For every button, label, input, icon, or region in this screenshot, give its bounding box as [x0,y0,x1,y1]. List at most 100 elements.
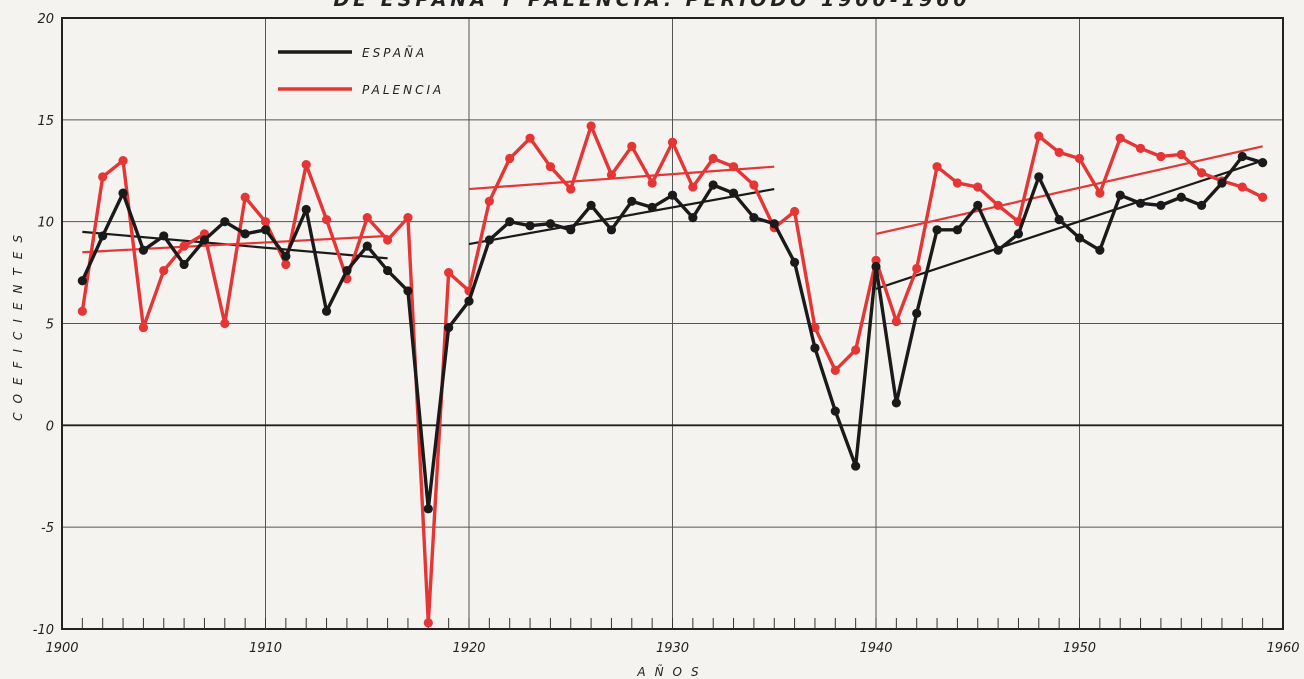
y-tick-label: -10 [33,623,54,638]
data-point [220,217,230,227]
data-point [586,121,596,131]
data-point [647,178,657,188]
data-point [1095,245,1105,255]
data-point [749,212,759,223]
data-point [77,276,87,286]
data-point [993,245,1003,255]
data-point [606,170,617,180]
data-point [1156,200,1166,210]
y-tick-label: 0 [46,419,54,434]
y-tick-label: 5 [46,318,54,333]
data-point [667,190,678,200]
data-point [708,153,718,164]
data-point [403,286,413,296]
data-point [505,217,515,227]
data-point [1258,192,1268,202]
data-point [342,265,352,276]
data-point [1074,153,1085,164]
data-point [1115,190,1125,200]
data-point [464,296,474,306]
y-axis-title: COEFICIENTES [11,226,25,421]
data-point [1197,200,1207,210]
data-point [1156,151,1166,162]
x-tick-label: 1900 [45,641,78,656]
data-point [728,162,739,172]
data-point [301,204,311,215]
data-point [220,318,230,329]
data-point [627,196,637,206]
data-point [1034,172,1044,182]
data-point [118,188,128,198]
trend-line [468,165,775,191]
data-point [118,155,128,166]
data-point [586,200,596,210]
minor-ticks [81,618,1264,629]
data-point [871,261,881,272]
data-point [505,153,515,164]
data-point [281,251,291,261]
data-point [1135,198,1146,208]
data-point [1237,182,1247,192]
data-point [444,322,454,333]
legend-label: ESPAÑA [362,45,427,60]
data-point [240,192,250,202]
trend-line [875,145,1263,235]
data-point [301,160,311,170]
data-point [98,231,108,241]
data-point [667,137,678,147]
data-point [138,245,148,255]
data-point [179,259,189,270]
data-point [1237,151,1247,162]
x-tick-label: 1920 [452,641,485,656]
data-point [708,180,718,190]
data-point [790,206,800,217]
data-point [98,172,108,182]
data-point [362,241,372,251]
data-point [484,196,494,206]
data-point [1176,149,1186,160]
data-point [952,225,963,235]
data-point [545,162,556,172]
data-point [851,461,861,471]
data-point [566,225,576,235]
data-point [1013,229,1024,239]
data-point [1197,168,1207,178]
data-point [566,184,576,194]
data-point [444,267,454,278]
data-point [321,306,332,316]
data-point [749,180,759,190]
chart-title: DE ESPAÑA Y PALENCIA. PERIODO 1900-1960 [333,0,971,11]
data-point [891,316,901,327]
data-point [383,265,393,276]
y-tick-label: 10 [37,216,54,231]
x-tick-label: 1950 [1063,641,1096,656]
data-point [1176,192,1186,202]
data-point [260,225,271,235]
x-tick-label: 1940 [859,641,892,656]
data-point [932,225,942,235]
data-point [952,178,963,188]
data-point [77,306,87,316]
data-point [688,212,698,223]
data-point [810,343,820,353]
data-point [260,217,271,227]
data-point [138,322,148,333]
x-tick-labels: 1900 1910 1920 1930 1940 1950 1960 [45,641,1299,656]
data-point [912,263,922,274]
data-point [1135,143,1146,153]
data-point [383,235,393,245]
data-point [159,265,169,276]
data-point [1258,158,1268,168]
data-point [159,231,169,241]
data-point [606,225,617,235]
data-point [403,212,413,223]
data-point [932,162,942,172]
x-tick-label: 1930 [656,641,689,656]
data-point [1054,215,1064,225]
data-point [810,322,820,333]
data-point [1095,188,1105,198]
data-point [851,345,861,355]
legend: ESPAÑA PALENCIA [278,45,444,97]
data-point [647,202,657,213]
legend-label: PALENCIA [362,83,444,97]
